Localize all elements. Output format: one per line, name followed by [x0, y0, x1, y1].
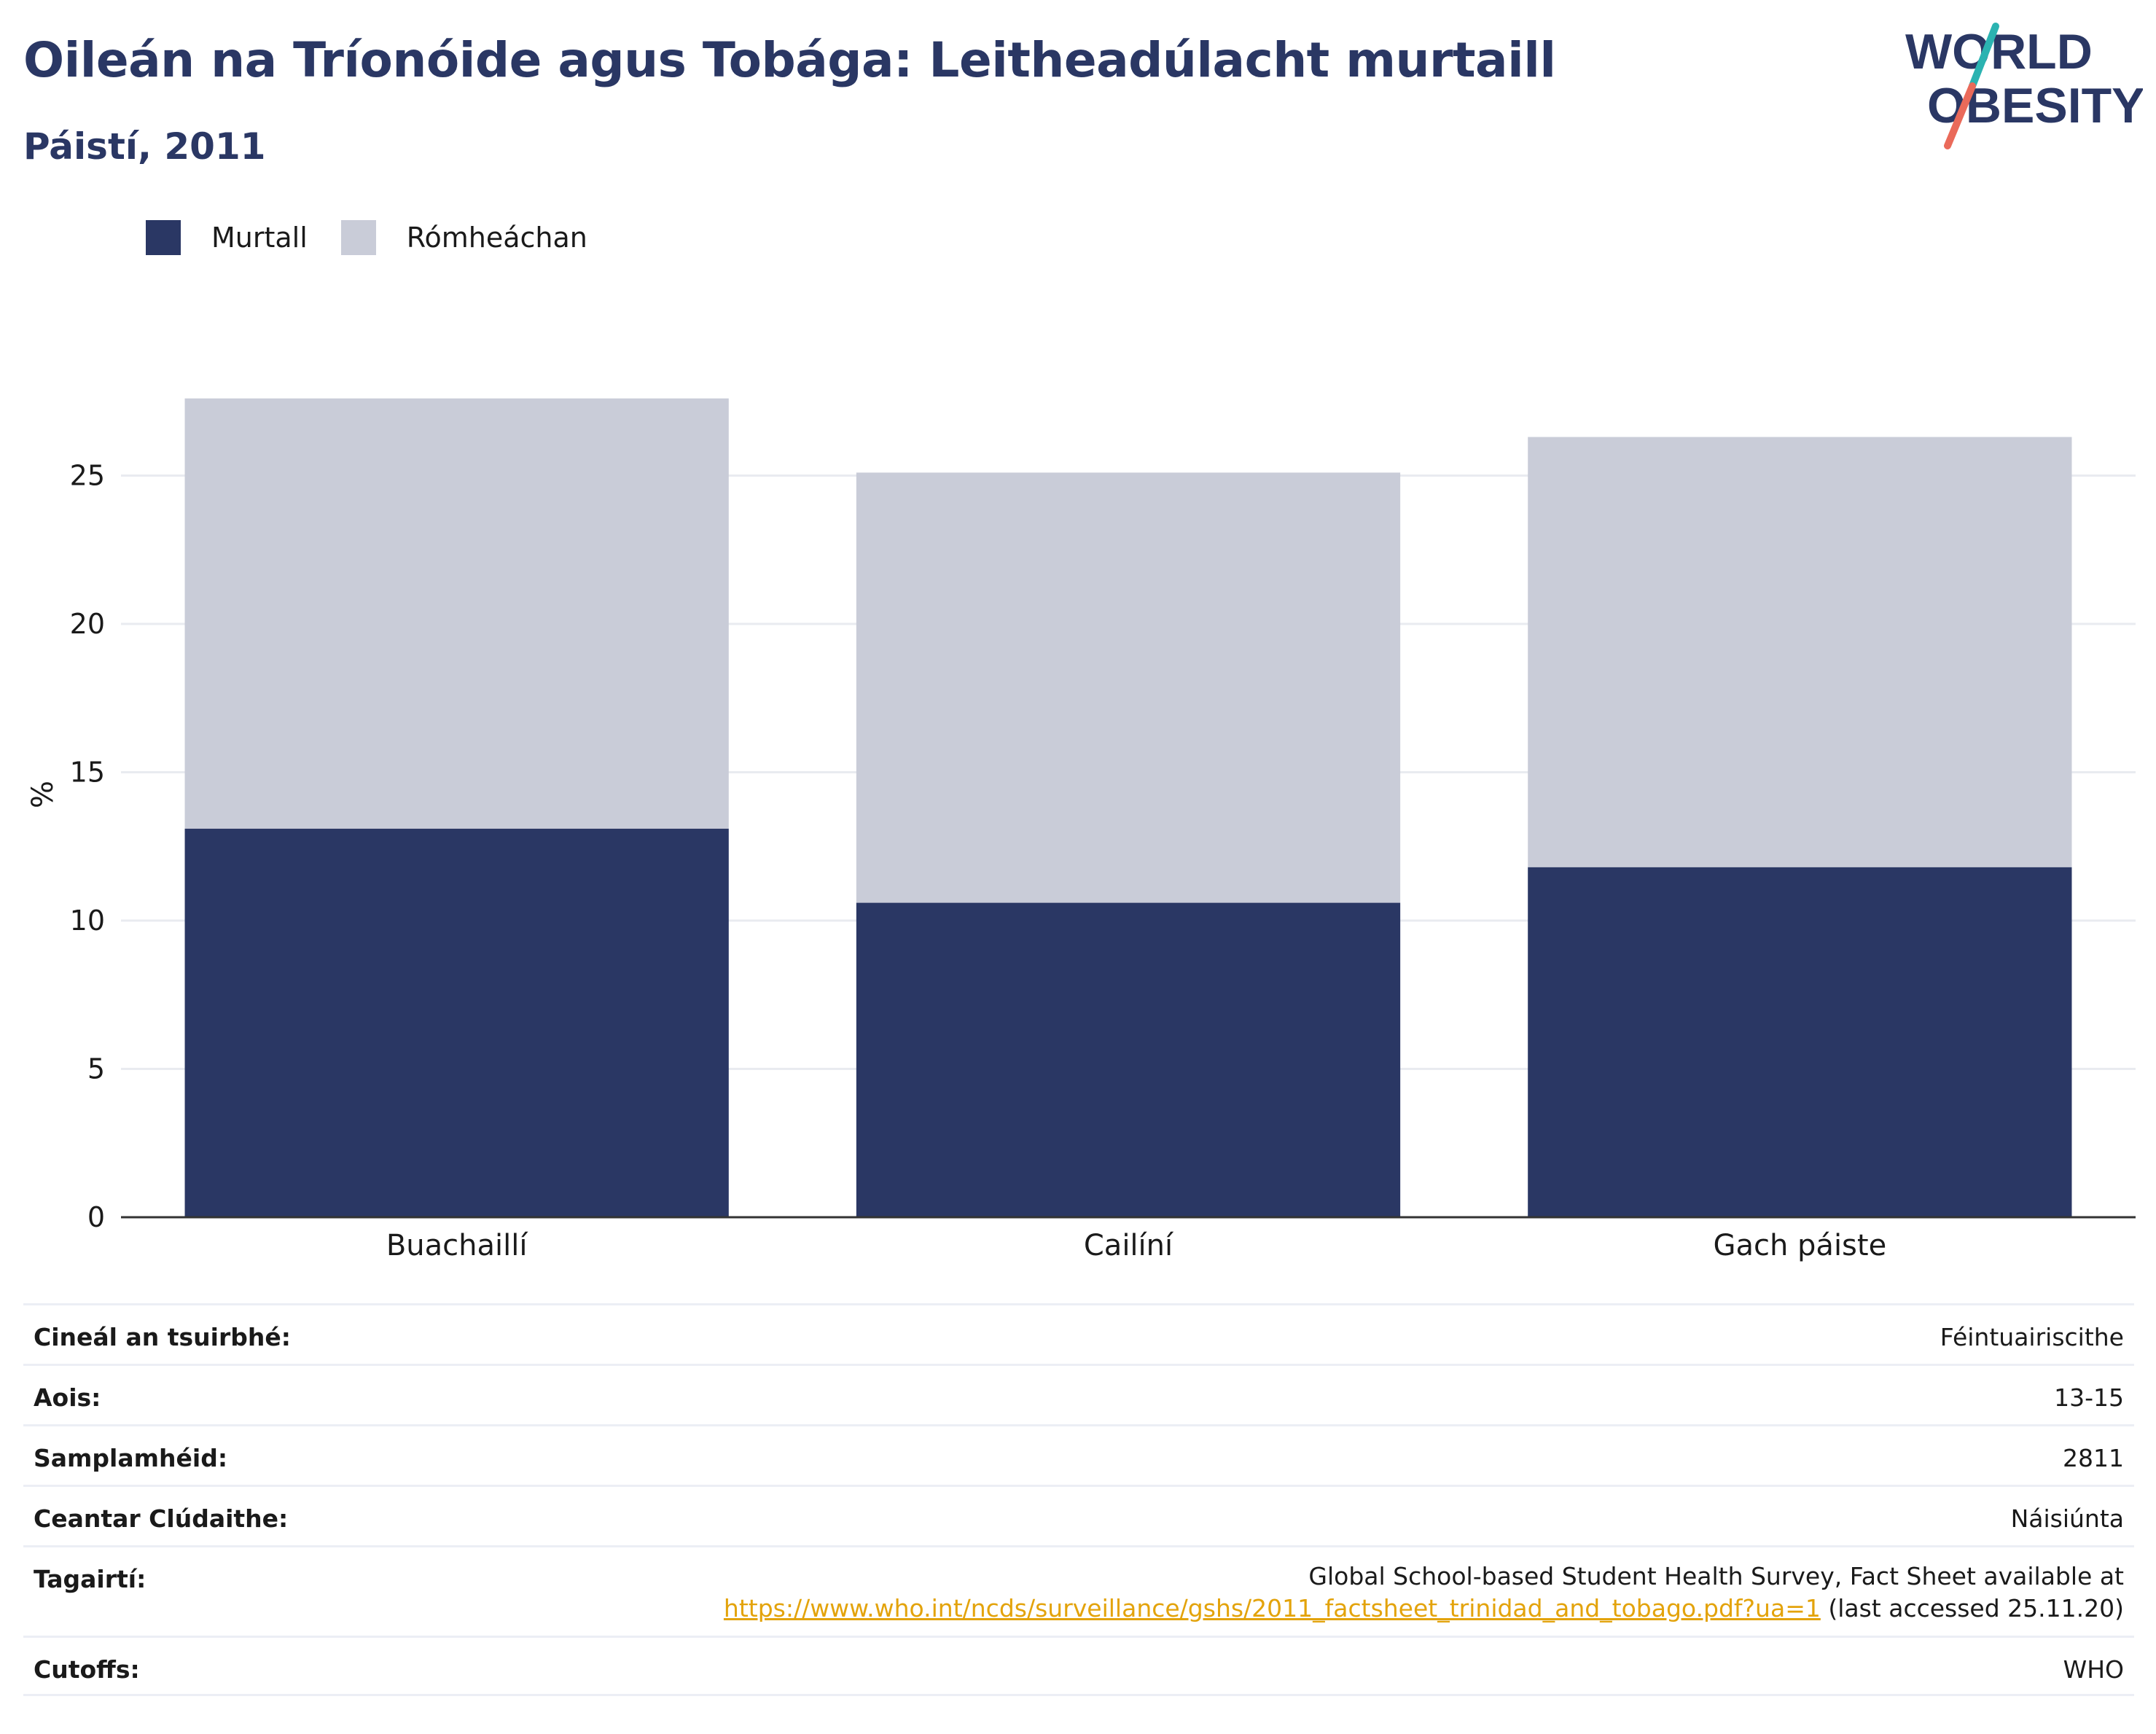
y-tick-label: 0 [87, 1201, 105, 1233]
page-subtitle: Páistí, 2011 [23, 125, 266, 168]
legend-item-obese[interactable]: Murtall [146, 220, 308, 255]
info-row-area-covered: Ceantar Clúdaithe: Náisiúnta [23, 1485, 2134, 1545]
bar-overweight [1528, 437, 2072, 867]
x-tick-label: Gach páiste [1713, 1229, 1886, 1262]
legend-swatch-obese [146, 220, 181, 255]
info-value: 13-15 [2054, 1383, 2124, 1412]
chart-legend: Murtall Rómheáchan [146, 216, 621, 259]
bar-overweight [184, 398, 729, 829]
info-value: Global School-based Student Health Surve… [724, 1561, 2124, 1625]
info-value: Féintuairiscithe [1940, 1323, 2124, 1351]
y-axis-label: % [26, 781, 60, 808]
reference-link[interactable]: https://www.who.int/ncds/surveillance/gs… [723, 1594, 1821, 1622]
info-row-sample-size: Samplamhéid: 2811 [23, 1424, 2134, 1485]
survey-info-table: Cineál an tsuirbhé: Féintuairiscithe Aoi… [23, 1303, 2134, 1696]
stacked-bar-chart: 0 5 10 15 20 25% Buachaillí Cailíní Gach páiste [26, 398, 2136, 1262]
reference-suffix: (last accessed 25.11.20) [1820, 1594, 2124, 1622]
y-tick-label: 25 [70, 459, 105, 491]
y-tick-label: 5 [87, 1052, 105, 1085]
info-key: Ceantar Clúdaithe: [34, 1504, 289, 1533]
bar-overweight [856, 472, 1401, 903]
info-row-survey-type: Cineál an tsuirbhé: Féintuairiscithe [23, 1303, 2134, 1364]
info-row-age: Aois: 13-15 [23, 1364, 2134, 1424]
x-tick-label: Cailíní [1084, 1229, 1174, 1262]
info-key: Cineál an tsuirbhé: [34, 1323, 291, 1351]
y-tick-label: 20 [70, 608, 105, 640]
info-key: Cutoffs: [34, 1655, 140, 1684]
world-obesity-logo: WORLD OBESITY [1905, 23, 2143, 149]
page-title: Oileán na Tríonóide agus Tobága: Leithea… [23, 32, 1556, 88]
legend-label-overweight: Rómheáchan [406, 222, 587, 254]
legend-label-obese: Murtall [211, 222, 308, 254]
info-key: Tagairtí: [34, 1565, 147, 1593]
info-value: WHO [2063, 1655, 2124, 1684]
slash-mark-icon-top [1969, 23, 1999, 90]
bar-obese [184, 828, 729, 1217]
bar-obese [856, 902, 1401, 1217]
y-tick-label: 15 [70, 756, 105, 788]
slash-mark-icon-bottom [1944, 82, 1976, 149]
info-key: Aois: [34, 1383, 101, 1412]
info-row-cutoffs: Cutoffs: WHO [23, 1636, 2134, 1696]
info-row-references: Tagairtí: Global School-based Student He… [23, 1545, 2134, 1636]
legend-swatch-overweight [340, 220, 376, 255]
x-tick-label: Buachaillí [386, 1229, 529, 1262]
reference-text: Global School-based Student Health Surve… [1308, 1562, 2124, 1590]
y-tick-label: 10 [70, 905, 105, 937]
info-key: Samplamhéid: [34, 1444, 228, 1472]
legend-item-overweight[interactable]: Rómheáchan [340, 220, 587, 255]
info-value: 2811 [2063, 1444, 2124, 1472]
logo-line1: WORLD [1905, 24, 2093, 79]
info-value: Náisiúnta [2010, 1504, 2124, 1533]
bar-obese [1528, 867, 2072, 1217]
